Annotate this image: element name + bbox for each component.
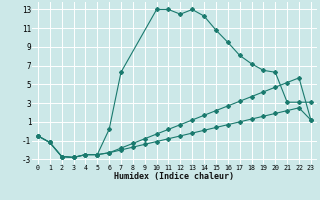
X-axis label: Humidex (Indice chaleur): Humidex (Indice chaleur) [115,172,234,181]
